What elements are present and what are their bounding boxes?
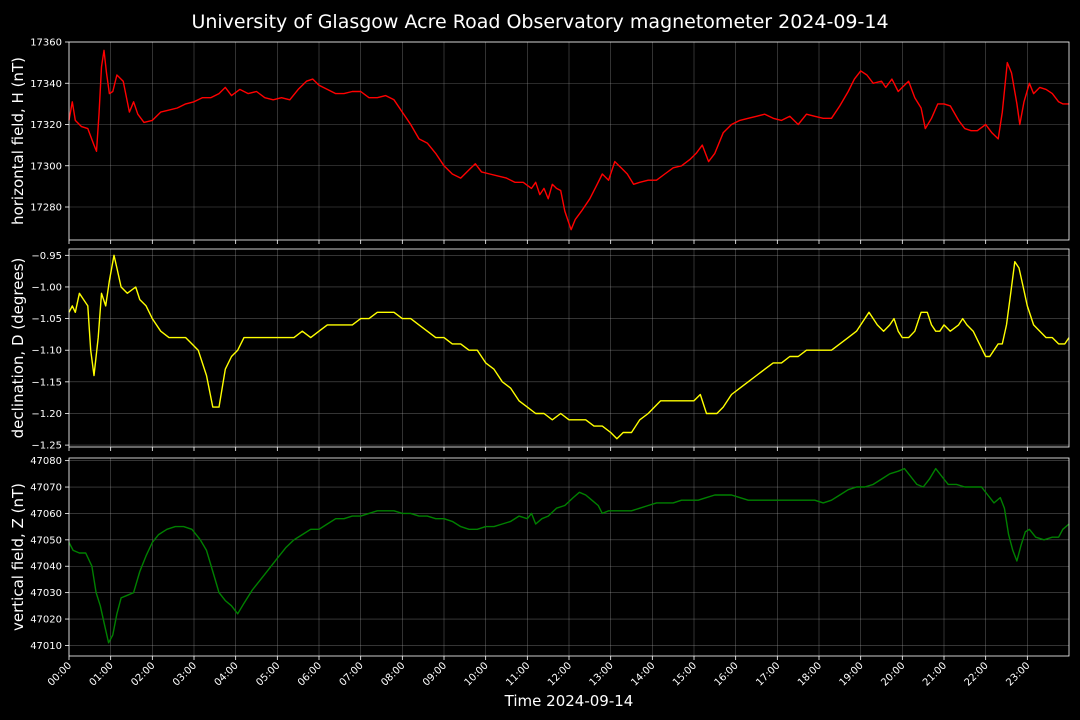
y-axis-label-d: declination, D (degrees): [9, 258, 27, 439]
x-tick-label: 19:00: [838, 660, 866, 688]
series-line-H: [68, 49, 1069, 231]
x-axis-label: Time 2024-09-14: [504, 692, 634, 710]
y-tick-label: 47020: [30, 615, 62, 626]
x-tick-label: 09:00: [421, 660, 449, 688]
x-tick-label: 20:00: [879, 660, 907, 688]
y-axis-label-h: horizontal field, H (nT): [9, 57, 27, 225]
y-tick-label: −1.20: [31, 409, 62, 420]
y-tick-label: −1.00: [31, 282, 62, 293]
panel-declination: declination, D (degrees) −1.25 −1.20 −1.15…: [9, 248, 1070, 452]
y-tick-label: −1.15: [31, 377, 62, 388]
x-axis: 00:00 01:00 02:00 03:00 04:00 05:00 06:00 07:00…: [46, 660, 1032, 688]
y-tick-label: 17280: [30, 203, 62, 214]
y-tick-label: 17320: [30, 120, 62, 131]
y-tick-label: 47010: [30, 641, 62, 652]
y-tick-label: 47030: [30, 588, 62, 599]
x-tick-label: 07:00: [338, 660, 366, 688]
chart-title: University of Glasgow Acre Road Observat…: [191, 11, 888, 33]
y-tick-label: 17300: [30, 161, 62, 172]
y-tick-label: 47050: [30, 535, 62, 546]
x-tick-label: 21:00: [921, 660, 949, 688]
y-tick-label: 47060: [30, 509, 62, 520]
x-tick-label: 01:00: [88, 660, 116, 688]
x-tick-label: 15:00: [671, 660, 699, 688]
y-tick-label: −1.10: [31, 346, 62, 357]
y-tick-label: 47070: [30, 483, 62, 494]
x-tick-label: 10:00: [463, 660, 491, 688]
x-tick-label: 03:00: [171, 660, 199, 688]
x-tick-label: 23:00: [1004, 660, 1032, 688]
y-axis-label-z: vertical field, Z (nT): [9, 483, 27, 631]
y-tick-label: −1.05: [31, 314, 62, 325]
panel-frame: [68, 248, 1070, 448]
x-tick-label: 11:00: [504, 660, 532, 688]
panel-horizontal-field: horizontal field, H (nT) 17280 17300 17320…: [9, 38, 1070, 244]
x-tick-label: 04:00: [213, 660, 241, 688]
y-tick-label: 17360: [30, 38, 62, 49]
x-tick-label: 16:00: [713, 660, 741, 688]
x-tick-label: 00:00: [46, 660, 74, 688]
series-line-D: [68, 254, 1070, 440]
y-tick-label: 17340: [30, 79, 62, 90]
x-tick-label: 12:00: [546, 660, 574, 688]
x-tick-label: 02:00: [129, 660, 157, 688]
x-tick-label: 05:00: [254, 660, 282, 688]
x-tick-label: 17:00: [754, 660, 782, 688]
panel-vertical-field: vertical field, Z (nT) 47010 47020 47030 47…: [9, 456, 1070, 660]
series-line-Z: [68, 467, 1070, 644]
panel-frame: [68, 457, 1070, 657]
x-tick-label: 13:00: [588, 660, 616, 688]
y-tick-label: 47040: [30, 562, 62, 573]
x-tick-label: 06:00: [296, 660, 324, 688]
x-tick-label: 22:00: [963, 660, 991, 688]
y-tick-label: −1.25: [31, 441, 62, 452]
x-tick-label: 14:00: [629, 660, 657, 688]
x-tick-label: 08:00: [379, 660, 407, 688]
y-tick-label: 47080: [30, 456, 62, 467]
panel-frame: [68, 41, 1070, 241]
y-tick-label: −0.95: [31, 251, 62, 262]
x-tick-label: 18:00: [796, 660, 824, 688]
